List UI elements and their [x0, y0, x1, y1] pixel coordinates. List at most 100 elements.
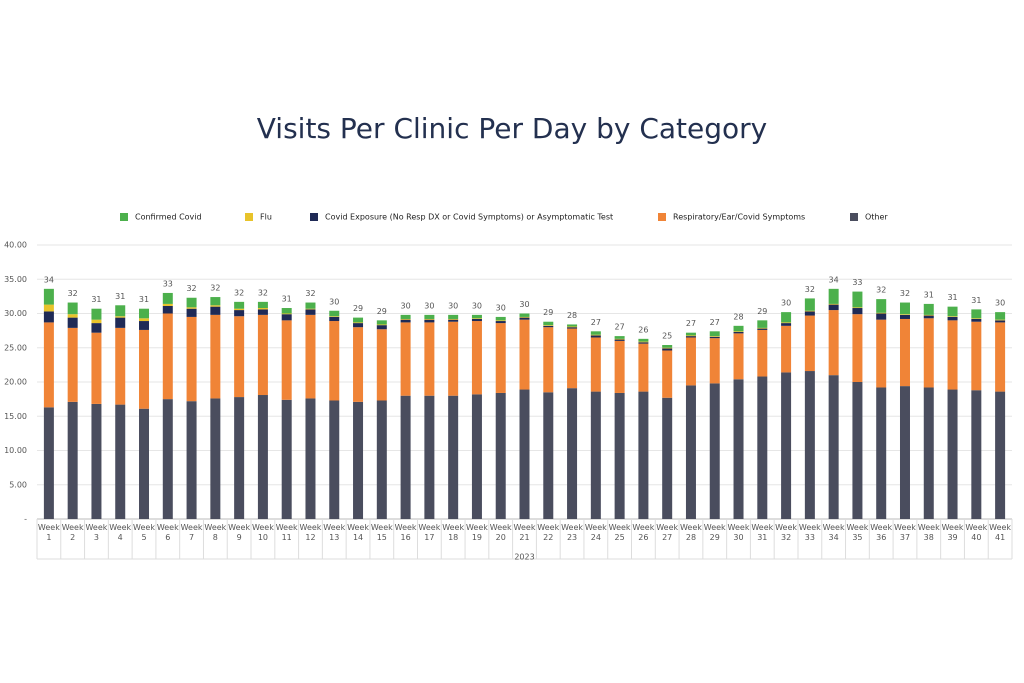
- x-tick-label: Week 23: [561, 523, 583, 542]
- total-label: 31: [91, 295, 101, 304]
- x-tick-label: Week 33: [798, 523, 821, 542]
- bar-segment: [971, 390, 982, 519]
- bar-segment: [567, 324, 578, 327]
- bar-segment: [329, 316, 340, 317]
- bar-segment: [519, 313, 530, 317]
- bar-segment: [709, 336, 720, 339]
- bar-segment: [305, 308, 316, 310]
- bar-segment: [947, 320, 958, 390]
- bar-segment: [757, 376, 768, 519]
- bar-segment: [353, 322, 364, 324]
- bar-segment: [685, 332, 696, 336]
- bar-segment: [471, 318, 482, 319]
- total-label: 25: [662, 332, 672, 341]
- bar-segment: [876, 319, 887, 388]
- bar-segment: [186, 297, 197, 308]
- bar-segment: [139, 329, 150, 409]
- bar-segment: [781, 325, 792, 373]
- bar-segment: [662, 397, 673, 519]
- bar-segment: [852, 382, 863, 519]
- total-label: 30: [424, 301, 434, 310]
- x-tick-label: Week 39: [941, 523, 964, 542]
- bar-segment: [757, 327, 768, 329]
- bar-segment: [257, 301, 268, 309]
- bar-segment: [353, 327, 364, 402]
- bar-segment: [257, 309, 268, 315]
- bar-segment: [804, 315, 815, 372]
- total-label: 33: [163, 279, 173, 288]
- bar-segment: [257, 314, 268, 396]
- bar-segment: [947, 316, 958, 317]
- bar-segment: [234, 316, 245, 398]
- bar-segment: [115, 404, 126, 519]
- bar-segment: [281, 314, 292, 321]
- bar-segment: [923, 303, 934, 315]
- bar-segment: [923, 314, 934, 316]
- bar-segment: [162, 305, 173, 314]
- bar-segment: [685, 335, 696, 337]
- total-label: 27: [615, 323, 625, 332]
- bar-segment: [876, 387, 887, 519]
- bar-segment: [519, 389, 530, 519]
- x-tick-label: Week 36: [870, 523, 893, 542]
- x-tick-label: Week 19: [465, 523, 488, 542]
- x-group-label: 2023: [514, 553, 534, 562]
- bar-segment: [543, 325, 554, 326]
- bar-segment: [804, 311, 815, 316]
- bar-segment: [567, 326, 578, 328]
- total-label: 32: [186, 284, 196, 293]
- bar-segment: [281, 313, 292, 315]
- bar-segment: [329, 400, 340, 519]
- bar-segment: [43, 288, 54, 305]
- x-tick-label: Week 15: [370, 523, 393, 542]
- bar-segment: [614, 340, 625, 393]
- bar-segment: [424, 319, 435, 323]
- bar-segment: [91, 323, 102, 333]
- y-tick-label: 30.00: [4, 309, 27, 318]
- bar-segment: [400, 318, 411, 320]
- x-tick-label: Week 27: [656, 523, 679, 542]
- total-label: 32: [68, 289, 78, 298]
- bar-segment: [376, 324, 387, 326]
- bar-segment: [709, 383, 720, 519]
- bar-segment: [376, 320, 387, 325]
- y-tick-label: 5.00: [9, 480, 27, 489]
- bar-segment: [590, 337, 601, 392]
- total-label: 29: [353, 304, 363, 313]
- bar-segment: [448, 314, 459, 319]
- bar-segment: [257, 395, 268, 519]
- bar-segment: [685, 337, 696, 386]
- bar-segment: [709, 338, 720, 384]
- bar-segment: [67, 314, 78, 318]
- bar-segment: [91, 319, 102, 324]
- x-tick-label: Week 7: [180, 523, 203, 542]
- bar-segment: [353, 317, 364, 323]
- bar-segment: [305, 302, 316, 309]
- total-label: 32: [210, 284, 220, 293]
- bar-segment: [234, 308, 245, 311]
- bar-segment: [590, 335, 601, 338]
- total-label: 28: [567, 311, 577, 320]
- bar-segment: [733, 331, 744, 334]
- total-label: 31: [971, 296, 981, 305]
- bar-segment: [567, 388, 578, 519]
- bar-segment: [828, 303, 839, 305]
- y-tick-label: -: [24, 515, 27, 524]
- bar-segment: [210, 305, 221, 307]
- bar-segment: [709, 336, 720, 337]
- total-label: 32: [305, 289, 315, 298]
- bar-segment: [305, 309, 316, 315]
- x-tick-label: Week 10: [251, 523, 274, 542]
- bar-segment: [67, 327, 78, 402]
- bar-segment: [376, 325, 387, 330]
- x-tick-label: Week 5: [133, 523, 155, 542]
- bar-segment: [67, 302, 78, 315]
- legend-label: Confirmed Covid: [135, 213, 202, 222]
- bar-segment: [186, 316, 197, 402]
- bar-segment: [876, 299, 887, 313]
- bar-segment: [685, 385, 696, 519]
- bar-segment: [995, 319, 1006, 321]
- legend-label: Flu: [260, 213, 272, 222]
- bar-segment: [852, 307, 863, 309]
